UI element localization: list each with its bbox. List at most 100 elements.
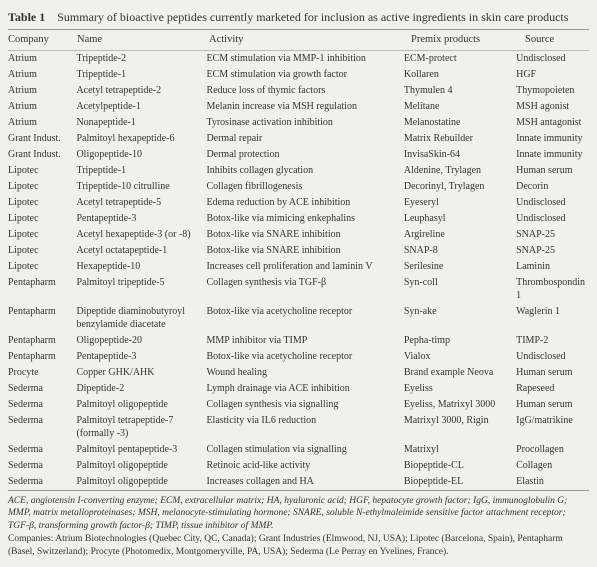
table-row: PentapharmPalmitoyl tripeptide-5Collagen… [8,275,589,304]
table-cell: Laminin [516,259,589,275]
table-row: LipotecTripeptide-1Inhibits collagen gly… [8,163,589,179]
table-cell: Grant Indust. [8,147,76,163]
table-cell: Lipotec [8,259,76,275]
table-cell: Lipotec [8,179,76,195]
table-cell: IgG/matrikine [516,413,589,442]
table-cell: Palmitoyl hexapeptide-6 [76,131,206,147]
table-title-row: Table 1 Summary of bioactive peptides cu… [8,8,589,29]
table-row: LipotecTripeptide-10 citrullineCollagen … [8,179,589,195]
table-cell: Inhibits collagen glycation [206,163,403,179]
table-row: LipotecHexapeptide-10Increases cell prol… [8,259,589,275]
table-row: AtriumTripeptide-2ECM stimulation via MM… [8,51,589,67]
table-cell: Edema reduction by ACE inhibition [206,195,403,211]
table-cell: Acetyl tetrapeptide-5 [76,195,206,211]
table-cell: Dipeptide-2 [76,381,206,397]
table-cell: Pentapeptide-3 [76,349,206,365]
table-row: LipotecAcetyl octatapeptide-1Botox-like … [8,243,589,259]
table-cell: Lipotec [8,211,76,227]
table-cell: Lipotec [8,227,76,243]
table-cell: Biopeptide-CL [404,458,516,474]
table-cell: Wound healing [206,365,403,381]
table-row: LipotecAcetyl tetrapeptide-5Edema reduct… [8,195,589,211]
table-cell: Pentapharm [8,304,76,333]
table-cell: Hexapeptide-10 [76,259,206,275]
table-cell: Palmitoyl oligopeptide [76,397,206,413]
table-cell: Undisclosed [516,211,589,227]
table-cell: Aldenine, Trylagen [404,163,516,179]
table-cell: Retinoic acid-like activity [206,458,403,474]
table-cell: Oligopeptide-10 [76,147,206,163]
table-cell: Botox-like via mimicing enkephalins [206,211,403,227]
table-cell: Pentapharm [8,349,76,365]
col-header: Activity [209,30,411,50]
table-label: Table 1 [8,10,45,25]
table-cell: Lipotec [8,195,76,211]
table-cell: Atrium [8,99,76,115]
table-cell: Dermal protection [206,147,403,163]
table-cell: Melanin increase via MSH regulation [206,99,403,115]
table-cell: Sederma [8,381,76,397]
table-row: PentapharmOligopeptide-20MMP inhibitor v… [8,333,589,349]
table-cell: HGF [516,67,589,83]
footnotes: ACE, angiotensin I-converting enzyme; EC… [8,491,589,559]
table-cell: Palmitoyl oligopeptide [76,458,206,474]
table-cell: Lymph drainage via ACE inhibition [206,381,403,397]
table-cell: Acetyl hexapeptide-3 (or -8) [76,227,206,243]
peptide-table-body: AtriumTripeptide-2ECM stimulation via MM… [8,51,589,490]
table-cell: Argireline [404,227,516,243]
table-row: LipotecAcetyl hexapeptide-3 (or -8)Botox… [8,227,589,243]
table-cell: Collagen stimulation via signalling [206,442,403,458]
table-cell: Elastin [516,474,589,490]
table-cell: Acetyl octatapeptide-1 [76,243,206,259]
table-cell: Oligopeptide-20 [76,333,206,349]
table-cell: Leuphasyl [404,211,516,227]
table-cell: Atrium [8,67,76,83]
table-cell: MSH agonist [516,99,589,115]
table-row: SedermaPalmitoyl oligopeptideRetinoic ac… [8,458,589,474]
footnote-companies: Companies: Atrium Biotechnologies (Quebe… [8,533,589,559]
table-cell: Biopeptide-EL [404,474,516,490]
table-cell: Dermal repair [206,131,403,147]
table-row: PentapharmPentapeptide-3Botox-like via a… [8,349,589,365]
table-cell: Increases collagen and HA [206,474,403,490]
table-cell: Kollaren [404,67,516,83]
table-row: SedermaPalmitoyl oligopeptideCollagen sy… [8,397,589,413]
table-cell: InvisaSkin-64 [404,147,516,163]
table-row: AtriumAcetylpeptide-1Melanin increase vi… [8,99,589,115]
table-cell: Matrixyl [404,442,516,458]
table-cell: Matrixyl 3000, Rigin [404,413,516,442]
table-cell: Nonapeptide-1 [76,115,206,131]
footnote-abbrev: ACE, angiotensin I-converting enzyme; EC… [8,495,589,533]
table-cell: Tyrosinase activation inhibition [206,115,403,131]
table-cell: Human serum [516,163,589,179]
table-cell: MSH antagonist [516,115,589,131]
table-cell: Decorinyl, Trylagen [404,179,516,195]
table-cell: Undisclosed [516,195,589,211]
table-cell: Undisclosed [516,349,589,365]
table-cell: Collagen fibrillogenesis [206,179,403,195]
table-cell: Botox-like via SNARE inhibition [206,243,403,259]
table-cell: Syn-coll [404,275,516,304]
table-cell: Serilesine [404,259,516,275]
table-cell: Botox-like via SNARE inhibition [206,227,403,243]
table-cell: Sederma [8,397,76,413]
table-row: SedermaDipeptide-2Lymph drainage via ACE… [8,381,589,397]
table-row: Grant Indust.Oligopeptide-10Dermal prote… [8,147,589,163]
table-cell: Procyte [8,365,76,381]
table-cell: Palmitoyl oligopeptide [76,474,206,490]
table-cell: Pentapeptide-3 [76,211,206,227]
table-cell: Atrium [8,115,76,131]
table-cell: Matrix Rebuilder [404,131,516,147]
table-cell: Tripeptide-1 [76,67,206,83]
table-cell: Sederma [8,474,76,490]
table-cell: Decorin [516,179,589,195]
table-cell: Pentapharm [8,275,76,304]
col-header: Source [525,30,589,50]
table-row: LipotecPentapeptide-3Botox-like via mimi… [8,211,589,227]
table-cell: Sederma [8,442,76,458]
table-cell: Innate immunity [516,147,589,163]
table-cell: Waglerin 1 [516,304,589,333]
table-header-row: CompanyNameActivityPremix productsSource [8,30,589,50]
table-cell: Vialox [404,349,516,365]
table-cell: Melanostatine [404,115,516,131]
